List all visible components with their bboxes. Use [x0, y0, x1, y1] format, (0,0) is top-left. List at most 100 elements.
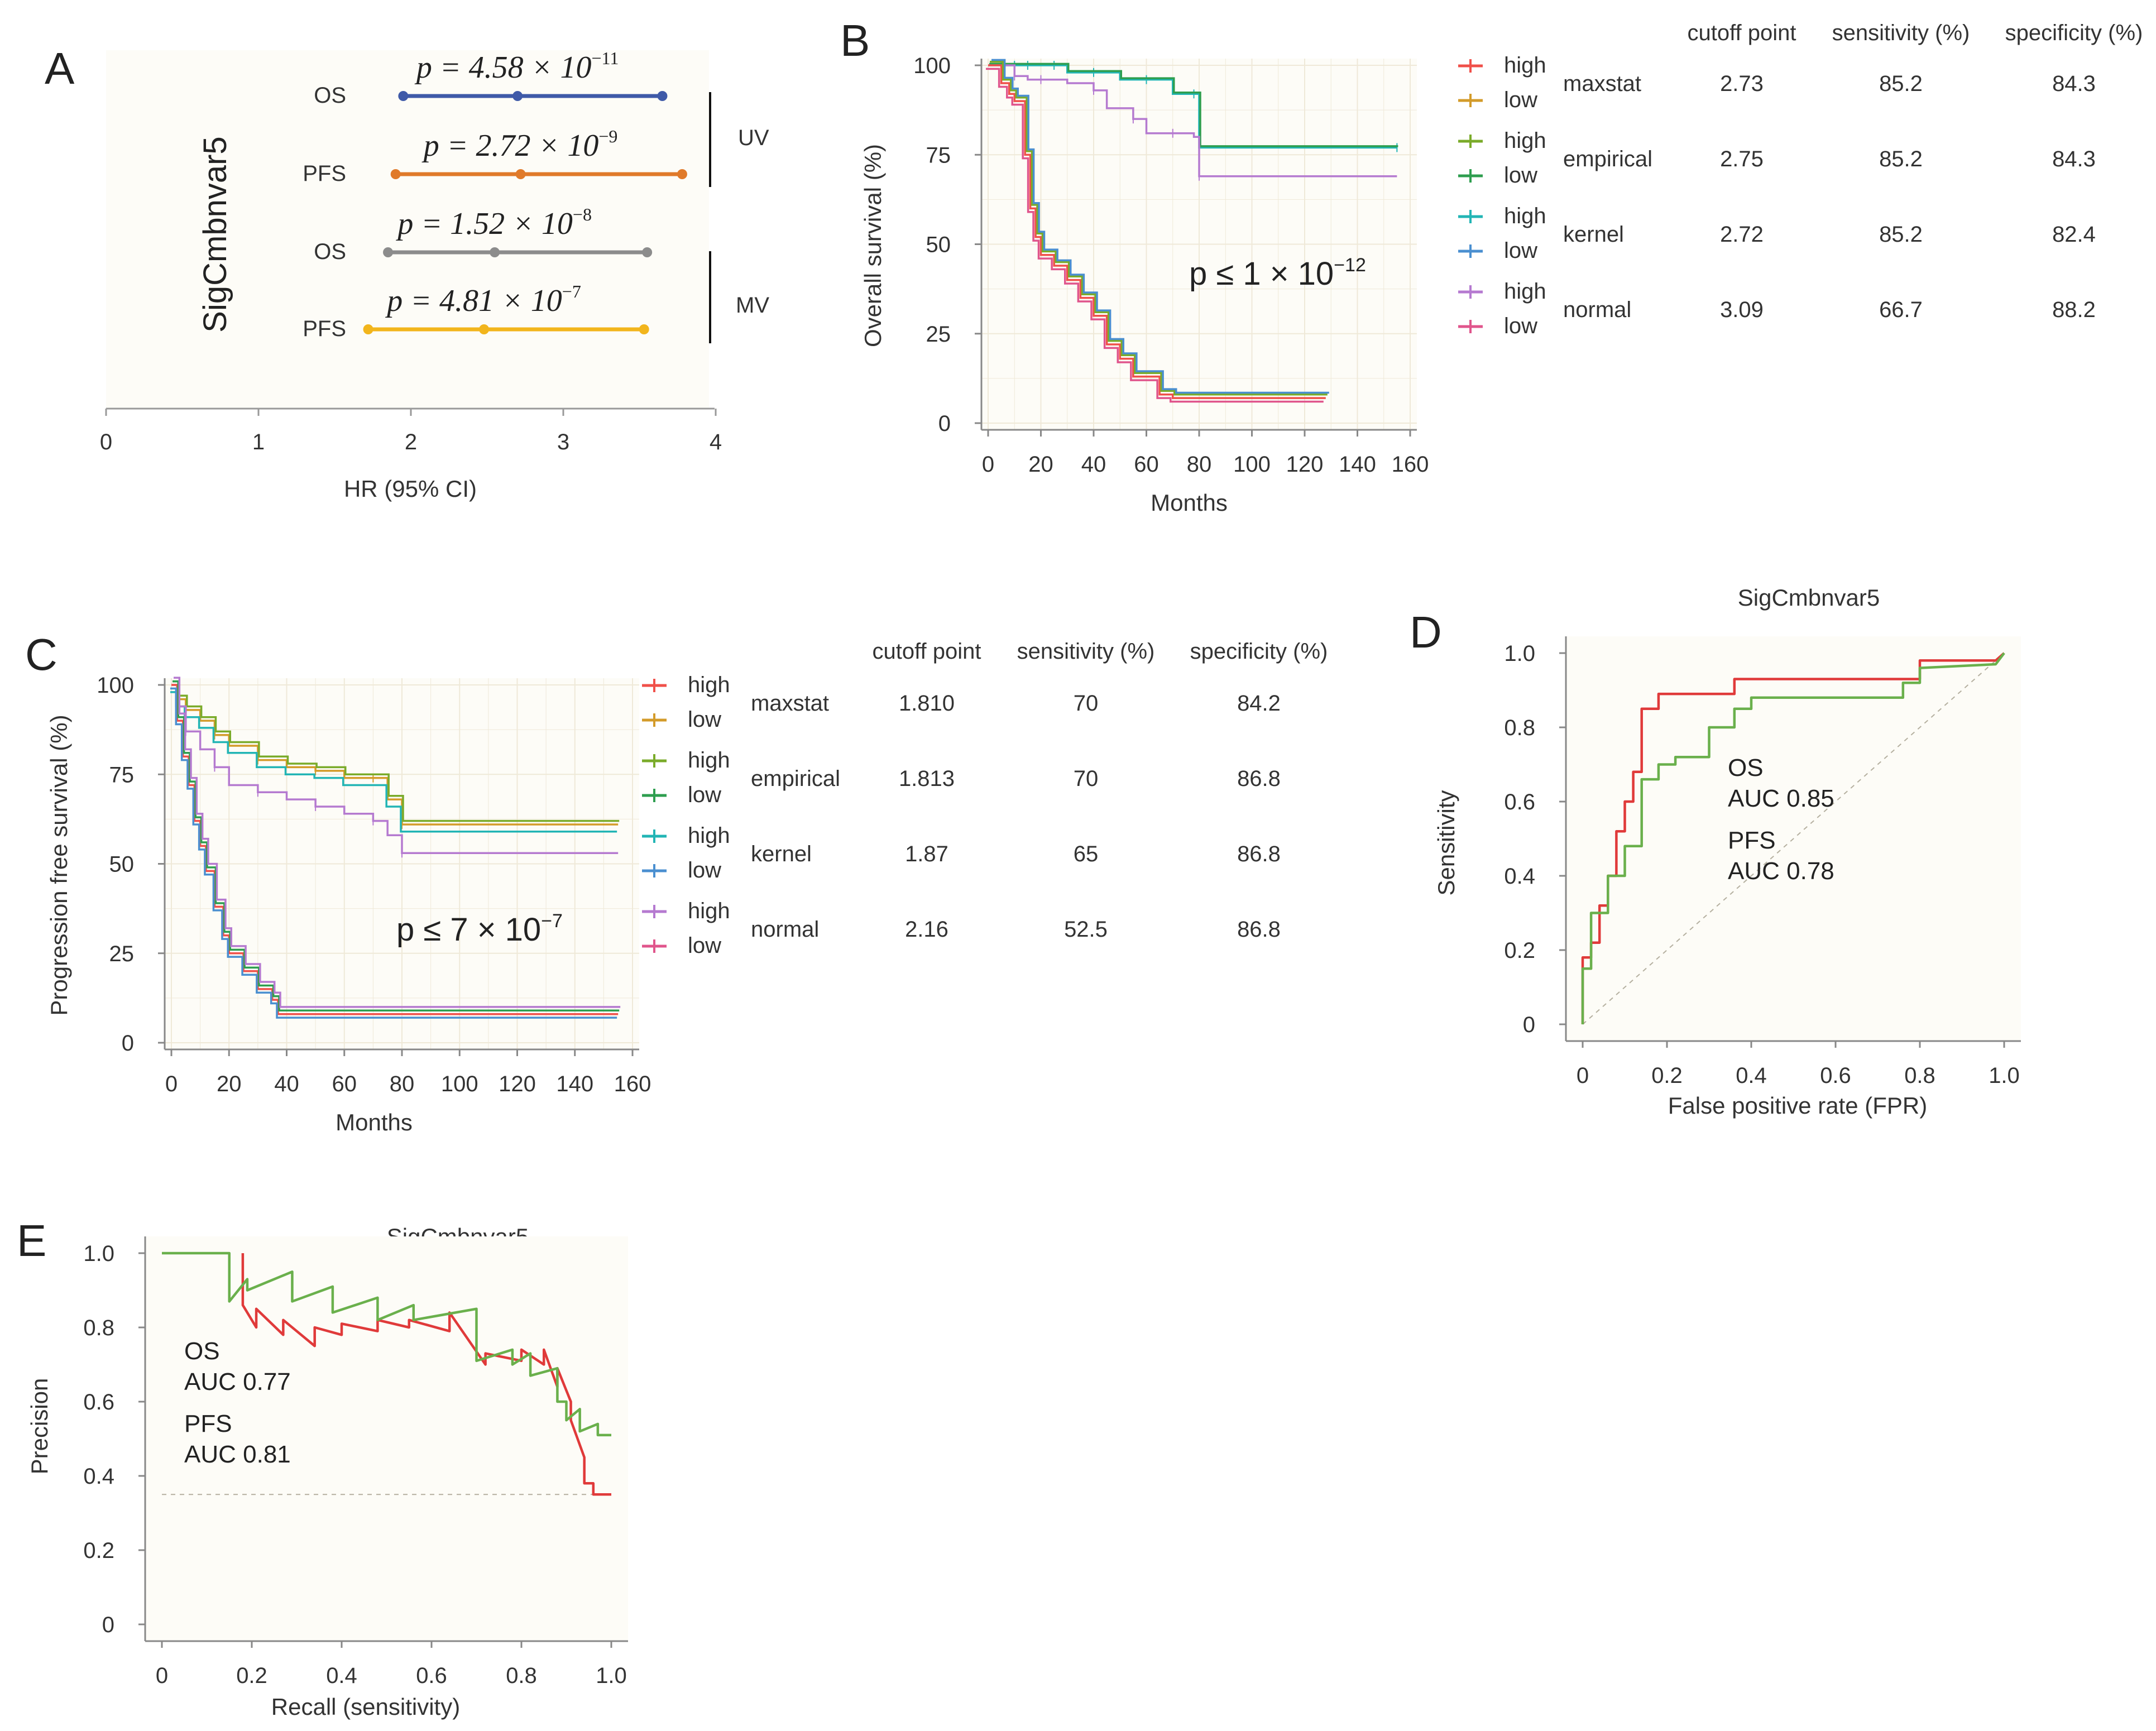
forest-row-label: OS — [314, 239, 346, 264]
uv-group-label: UV — [738, 126, 769, 150]
panel-d-xlabel: False positive rate (FPR) — [1668, 1092, 1927, 1119]
panel-d-ylabel: Sensitivity — [1433, 790, 1459, 895]
table-sensitivity: 70 — [1074, 691, 1099, 716]
x-tick-label: 0 — [100, 430, 112, 454]
pfs-curve — [162, 1252, 611, 1437]
x-tick-label: 0 — [1577, 1063, 1589, 1088]
y-tick-label: 0.8 — [83, 1316, 114, 1340]
forest-point — [657, 91, 668, 101]
legend-method: normal — [751, 917, 819, 942]
x-tick-label: 0 — [982, 452, 994, 477]
legend-label: low — [1504, 238, 1537, 263]
x-tick-label: 100 — [1233, 452, 1271, 477]
x-tick-label: 1.0 — [1989, 1063, 2020, 1088]
km-curve — [991, 59, 1329, 394]
legend-label: high — [1504, 53, 1546, 78]
y-tick-label: 50 — [926, 233, 951, 257]
x-tick-label: 160 — [614, 1072, 651, 1096]
y-tick-label: 1.0 — [1504, 641, 1535, 666]
y-tick-label: 0 — [122, 1031, 134, 1056]
y-tick-label: 0 — [1523, 1013, 1535, 1037]
y-tick-label: 0.8 — [1504, 716, 1535, 740]
y-tick-label: 0.6 — [1504, 790, 1535, 814]
panel-d: D SigCmbnvar5 0 0.2 0.4 0.6 0.8 1.0 0 0.2 0.4 0.6… — [1410, 584, 2021, 1119]
legend-method: maxstat — [1563, 71, 1641, 96]
panel-b-ticks: 0 20 40 60 80 100 120 140 160 0 25 50 75 100 — [913, 54, 1429, 477]
forest-rows: OS p = 4.58 × 10−11 PFS p = 2.72 × 10−9 OS p … — [303, 48, 687, 341]
forest-point — [479, 324, 490, 334]
y-tick-label: 25 — [109, 942, 135, 966]
panel-b-curves — [986, 59, 1398, 403]
forest-row-label: OS — [314, 83, 346, 108]
y-tick-label: 75 — [109, 763, 135, 787]
os-curve — [1581, 652, 2005, 1024]
panel-b: B 0 20 40 60 80 100 120 140 160 0 25 50 75 100 Overal… — [840, 16, 2143, 516]
table-cutoff: 3.09 — [1720, 298, 1764, 322]
legend-method: kernel — [1563, 222, 1624, 247]
x-tick-label: 60 — [332, 1072, 357, 1096]
km-curve — [990, 60, 1328, 396]
km-curve — [173, 680, 620, 822]
km-curve — [174, 677, 621, 1008]
panel-d-pfs-auc: AUC 0.78 — [1728, 857, 1834, 885]
panel-e: E SigCmbnvar5 00.20.40.60.81.000.20.40.6… — [17, 1216, 628, 1720]
forest-point — [512, 91, 523, 101]
table-specificity: 86.8 — [1237, 842, 1281, 866]
table-cutoff: 1.813 — [899, 766, 955, 791]
forest-point — [515, 169, 526, 179]
y-tick-label: 50 — [109, 852, 135, 877]
y-tick-label: 100 — [97, 673, 134, 698]
table-sensitivity: 85.2 — [1879, 222, 1923, 247]
panel-e-letter: E — [17, 1216, 46, 1265]
x-tick-label: 80 — [390, 1072, 415, 1096]
forest-point — [639, 324, 649, 334]
x-tick-label: 60 — [1134, 452, 1159, 477]
pfs-curve — [1581, 652, 2005, 1024]
panel-a-xlabel: HR (95% CI) — [344, 476, 477, 502]
table-sensitivity: 52.5 — [1064, 917, 1108, 942]
panel-d-letter: D — [1410, 607, 1442, 657]
panel-a-signature-label: SigCmbnvar5 — [197, 136, 233, 332]
panel-d-pfs-label: PFS — [1728, 827, 1776, 854]
forest-row-label: PFS — [303, 161, 346, 186]
panel-e-os-auc: AUC 0.77 — [184, 1368, 291, 1396]
table-specificity: 88.2 — [2052, 298, 2096, 322]
x-tick-label: 0.8 — [506, 1663, 537, 1688]
panel-e-pfs-label: PFS — [184, 1410, 232, 1437]
forest-point — [398, 91, 409, 101]
y-tick-label: 100 — [913, 54, 951, 78]
x-tick-label: 40 — [274, 1072, 299, 1096]
table-sensitivity: 70 — [1074, 766, 1099, 791]
table-header: sensitivity (%) — [1017, 639, 1155, 664]
table-header: sensitivity (%) — [1832, 21, 1970, 45]
panel-d-content: 0 0.2 0.4 0.6 0.8 1.0 0 0.2 0.4 0.6 0.8 1.0 — [1504, 636, 2021, 1088]
x-tick-label: 0 — [156, 1663, 168, 1688]
panel-c-curves — [170, 677, 621, 1019]
x-tick-label: 0.2 — [1651, 1063, 1683, 1088]
x-tick-label: 0.6 — [416, 1663, 447, 1688]
legend-label: high — [688, 823, 730, 848]
x-tick-label: 0.8 — [1904, 1063, 1935, 1088]
panel-c: C 0 20 40 60 80 100 120 140 160 0 25 50 75 100 Progre… — [25, 630, 1328, 1135]
table-sensitivity: 85.2 — [1879, 71, 1923, 96]
y-tick-label: 0.4 — [1504, 864, 1535, 889]
table-specificity: 84.3 — [2052, 71, 2096, 96]
x-tick-label: 20 — [1028, 452, 1053, 477]
y-tick-label: 75 — [926, 143, 951, 167]
table-cutoff: 2.75 — [1720, 147, 1764, 171]
km-curve — [173, 680, 620, 1012]
km-curve — [988, 64, 1397, 178]
legend-label: low — [688, 707, 721, 732]
km-curve — [989, 63, 1398, 147]
table-cutoff: 1.810 — [899, 691, 955, 716]
panel-d-os-label: OS — [1728, 754, 1764, 781]
x-tick-label: 0.4 — [1736, 1063, 1767, 1088]
forest-point — [490, 247, 500, 257]
x-tick-label: 160 — [1392, 452, 1429, 477]
forest-point — [383, 247, 394, 257]
km-curve — [986, 68, 1324, 403]
y-tick-label: 0.4 — [83, 1464, 114, 1489]
forest-point — [363, 324, 373, 334]
x-tick-label: 2 — [405, 430, 417, 454]
table-header: cutoff point — [873, 639, 981, 664]
